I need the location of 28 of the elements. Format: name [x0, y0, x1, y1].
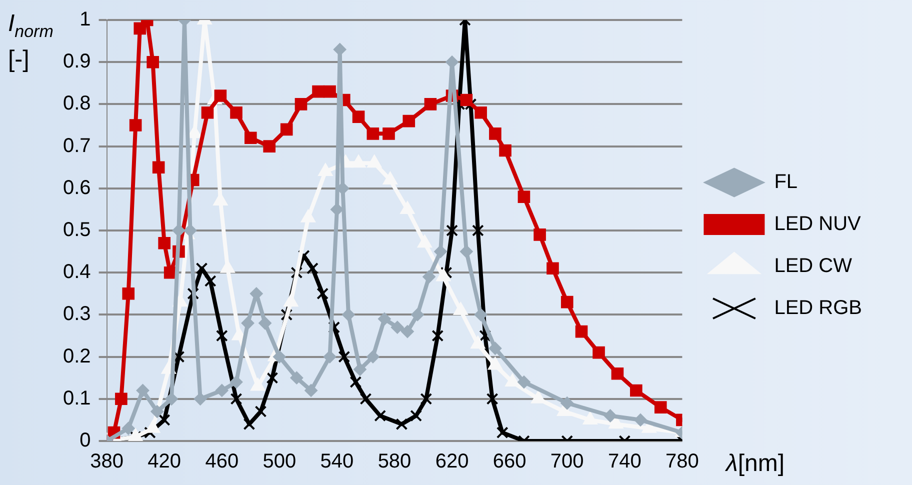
y-tick-label: 0.5: [62, 219, 91, 242]
legend-label: FL: [774, 171, 798, 194]
y-tick-label: 0.3: [62, 303, 91, 326]
legend-label: LED CW: [774, 255, 852, 278]
y-tick-label: 0.4: [62, 261, 91, 284]
x-tick-label: 620: [435, 450, 469, 473]
x-axis-title: λ[nm]: [726, 450, 784, 478]
y-tick-label: 0.6: [62, 176, 91, 199]
y-tick-label: 0.7: [62, 134, 91, 157]
legend-label: LED RGB: [774, 297, 862, 320]
y-tick-label: 0.8: [62, 92, 91, 115]
x-tick-label: 580: [378, 450, 412, 473]
y-tick-label: 0.9: [62, 50, 91, 73]
x-tick-label: 740: [608, 450, 642, 473]
x-tick-label: 500: [262, 450, 296, 473]
x-tick-label: 700: [550, 450, 584, 473]
y-tick-label: 0.2: [62, 345, 91, 368]
y-tick-label: 0: [80, 430, 91, 452]
x-tick-label: 460: [205, 450, 239, 473]
y-tick-label: 1: [80, 8, 91, 31]
x-tick-label: 420: [148, 450, 182, 473]
x-tick-label: 660: [492, 450, 526, 473]
x-tick-label: 380: [90, 450, 124, 473]
y-axis-title: I$_{norm}$ [-]: [8, 10, 54, 74]
x-tick-label: 540: [320, 450, 354, 473]
y-tick-label: 0.1: [62, 387, 91, 410]
x-tick-label: 780: [666, 450, 699, 473]
legend-label: LED NUV: [774, 213, 862, 236]
